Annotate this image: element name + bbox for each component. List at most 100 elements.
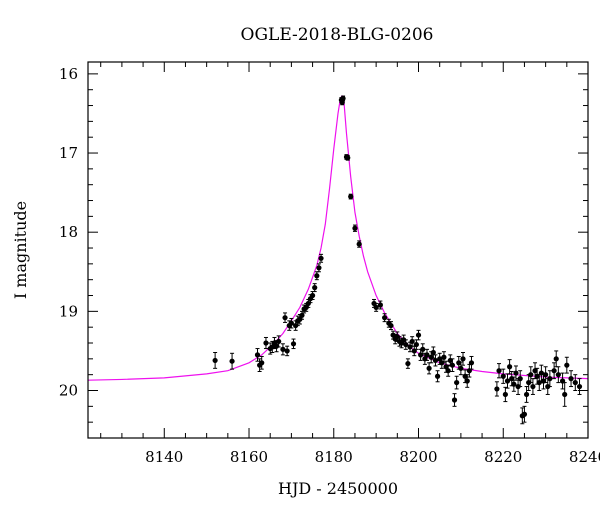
data-point [405,358,411,369]
data-point [276,335,282,348]
data-point [373,302,379,312]
axis-ticks [88,62,589,439]
data-point [229,352,235,370]
data-point-marker [212,357,218,364]
data-point-marker [456,360,462,366]
data-point [254,348,261,362]
x-axis-label: HJD - 2450000 [278,479,398,498]
data-points [212,95,583,425]
data-point [555,366,561,384]
data-point-marker [340,95,346,102]
data-point [513,365,519,381]
data-point [500,368,506,384]
x-tick-label: 8140 [145,448,183,466]
data-point-marker [356,241,362,247]
data-point-marker [441,354,447,360]
data-point-marker [254,352,261,358]
data-point-marker [449,362,456,368]
y-tick-label: 18 [59,223,78,241]
data-point-marker [507,364,513,370]
data-point [551,362,557,380]
data-point [382,313,388,323]
data-point [572,374,578,392]
data-point-marker [382,315,388,321]
data-point-marker [371,300,377,307]
data-point-marker [458,365,464,371]
data-point-marker [513,370,519,376]
data-point [403,339,409,350]
data-point [462,369,468,384]
data-point [352,224,358,232]
data-point [464,374,470,388]
data-point-marker [284,348,290,354]
data-point [538,364,544,382]
data-point [553,350,559,368]
data-point-marker [517,376,523,382]
data-point-marker [428,354,434,360]
data-point [466,363,472,378]
data-point [434,370,441,383]
data-point-marker [352,225,358,231]
x-tick-label: 8240 [569,448,600,466]
data-point [449,358,456,373]
data-point-marker [551,368,557,374]
y-tick-label: 20 [59,382,78,400]
data-point [212,352,218,369]
data-point-marker [282,315,288,321]
x-tick-label: 8200 [399,448,437,466]
data-point [288,317,294,329]
data-point-marker [276,338,282,345]
data-point [576,378,583,395]
data-point-marker [373,304,379,310]
data-point-marker [297,316,303,322]
tick-labels: 8140 8160 8180 8200 8220 8240 16 17 18 19 20 [59,65,600,466]
data-point [523,386,530,403]
y-axis-label: I magnitude [11,201,30,299]
data-point [562,382,568,407]
data-point-marker [413,341,419,348]
data-point-marker [314,273,320,279]
data-point-marker [316,265,322,271]
data-point [348,193,354,200]
data-point-marker [394,334,400,340]
data-point [407,341,413,353]
data-point [420,343,426,356]
data-point-marker [309,292,316,299]
data-point [413,339,419,350]
data-point-marker [432,357,439,364]
data-point-marker [377,302,383,308]
y-tick-label: 16 [59,65,78,83]
data-point-marker [543,372,549,378]
data-point-marker [454,379,460,386]
data-point [496,363,502,379]
data-point-marker [547,376,553,382]
data-point-marker [426,365,432,371]
data-point-marker [293,322,299,329]
data-point [415,329,422,341]
data-point-marker [532,368,538,374]
data-point [284,345,290,357]
data-point-marker [496,368,502,374]
data-point [316,263,322,273]
data-point-marker [530,383,536,390]
data-point-marker [445,368,451,374]
data-point [432,354,439,367]
data-point-marker [318,255,324,261]
data-point-marker [415,332,422,338]
data-point [559,372,566,390]
data-point [424,348,430,361]
data-point-marker [403,341,409,348]
data-point [458,361,464,376]
data-point-marker [418,352,424,358]
data-point [454,375,460,390]
data-point [318,253,324,263]
data-point [259,355,265,370]
data-point-marker [451,397,458,403]
data-point [502,386,508,403]
data-point-marker [420,346,426,352]
data-point [263,336,269,350]
data-point-marker [299,312,305,318]
data-point [282,312,288,323]
data-point-marker [259,360,265,366]
